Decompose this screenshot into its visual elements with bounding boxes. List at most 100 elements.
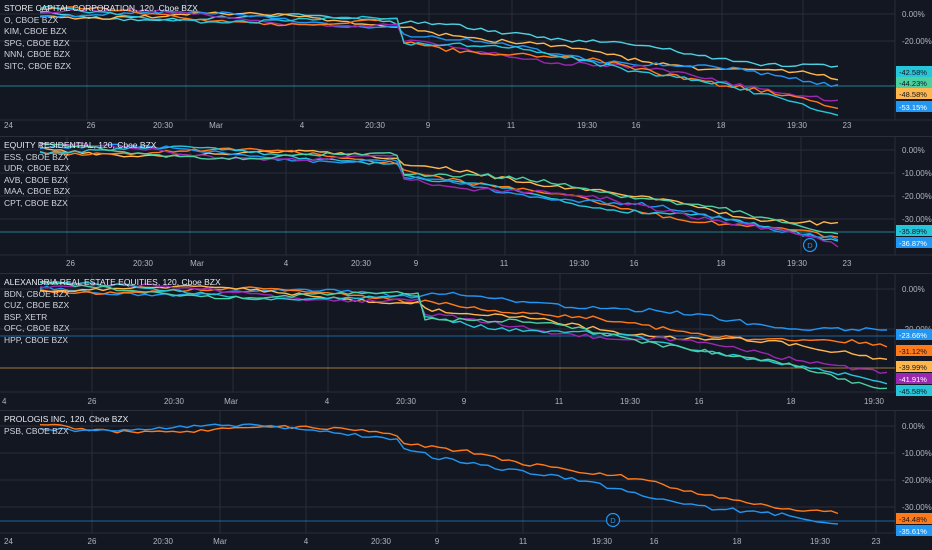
series-line[interactable] [39,280,888,390]
y-axis-label: -30.00% [902,215,932,224]
x-axis-label: 4 [2,397,7,406]
series-line[interactable] [39,147,839,238]
x-axis-label: 26 [88,537,97,546]
dividend-event-label: D [610,516,616,525]
pane-1-main-symbol[interactable]: STORE CAPITAL CORPORATION, 120, Cboe BZX [4,3,198,13]
x-axis-label: Mar [213,537,227,546]
pane-1-symbol-o[interactable]: O, CBOE BZX [4,14,59,25]
chart-pane-store-capital[interactable]: 0.00% -20.00% -42.58% -44.23% -48.58% -53.15%… [0,0,932,136]
y-axis-label: 0.00% [902,146,925,155]
price-badge-label: -35.89% [899,227,927,236]
price-badge [896,361,932,372]
x-axis-label: 20:30 [164,397,185,406]
x-axis-label: 19:30 [810,537,831,546]
series-line[interactable] [39,284,888,360]
series-line[interactable] [39,423,839,525]
series-line[interactable] [39,10,839,68]
y-axis-label: -20.00% [902,192,932,201]
pane-2-symbol-ess[interactable]: ESS, CBOE BZX [4,151,69,162]
series-line[interactable] [39,280,888,385]
series-line[interactable] [39,146,839,226]
pane-4-symbol-psb[interactable]: PSB, CBOE BZX [4,425,69,436]
pane-3-symbol-cuz[interactable]: CUZ, CBOE BZX [4,300,70,310]
price-badge-label: -42.58% [899,68,927,77]
x-axis-label: 16 [650,537,659,546]
price-badge [896,513,932,524]
series-line[interactable] [39,143,839,241]
pane-2-symbol-avb[interactable]: AVB, CBOE BZX [4,174,69,185]
x-axis-label: 9 [426,121,431,130]
pane-1-symbol-spg[interactable]: SPG, CBOE BZX [4,37,70,48]
series-line[interactable] [39,423,839,515]
x-axis-label: 20:30 [133,259,154,268]
y-axis-label: -10.00% [902,449,932,458]
chart-pane-prologis[interactable]: 0.00% -10.00% -20.00% -30.00% -34.48% -35.61%… [0,411,932,550]
series-line[interactable] [39,5,839,116]
dividend-event-marker[interactable] [605,512,621,528]
pane-2-main-symbol[interactable]: EQUITY RESIDENTIAL, 120, Cboe BZX [4,140,157,150]
pane-divider[interactable] [0,273,932,274]
pane-2-chart-svg[interactable]: 0.00% -10.00% -20.00% -30.00% -35.89% -36.87%… [0,137,932,273]
x-axis-label: Mar [209,121,223,130]
x-axis-label: 20:30 [396,397,417,406]
series-line[interactable] [39,145,839,242]
price-badge [896,225,932,236]
price-badge-label: -34.48% [899,515,927,524]
series-line[interactable] [39,142,839,235]
price-badge [896,385,932,396]
pane-4-chart-svg[interactable]: 0.00% -10.00% -20.00% -30.00% -34.48% -35.61%… [0,411,932,550]
pane-3-chart-svg[interactable]: 0.00%-20.00%-23.66%-31.12%-39.99%-41.91%… [0,274,932,410]
price-badge-label: -53.15% [899,103,927,112]
x-axis-label: 4 [300,121,305,130]
x-axis-label: 9 [435,537,440,546]
x-axis-label: 19:30 [864,397,885,406]
series-line[interactable] [39,9,839,88]
y-axis-label: -10.00% [902,169,932,178]
pane-1-chart-svg[interactable]: 0.00% -20.00% -42.58% -44.23% -48.58% -53.15%… [0,0,932,136]
x-axis-label: 20:30 [153,537,174,546]
x-axis-label: 11 [507,121,516,130]
x-axis-label: 16 [632,121,641,130]
x-axis-label: 18 [717,259,726,268]
pane-2-symbol-maa[interactable]: MAA, CBOE BZX [4,186,71,196]
pane-3-symbol-hpp[interactable]: HPP, CBOE BZX [4,334,69,345]
pane-1-symbol-sitc[interactable]: SITC, CBOE BZX [4,60,72,71]
series-line[interactable] [39,11,839,81]
x-axis-label: Mar [224,397,238,406]
x-axis-label: 26 [66,259,75,268]
pane-2-symbol-udr[interactable]: UDR, CBOE BZX [4,163,71,173]
price-badge [896,237,932,248]
price-badge-label: -23.66% [899,331,927,340]
series-line[interactable] [39,285,888,332]
pane-1-symbol-kim[interactable]: KIM, CBOE BZX [4,26,67,36]
pane-divider[interactable] [0,136,932,137]
pane-2-symbol-cpt[interactable]: CPT, CBOE BZX [4,197,68,208]
y-axis-label: 0.00% [902,285,925,294]
pane-4-main-symbol[interactable]: PROLOGIS INC, 120, Cboe BZX [4,414,129,424]
x-axis-label: 23 [872,537,881,546]
x-axis-label: 19:30 [569,259,590,268]
dividend-event-marker[interactable] [802,237,818,253]
pane-3-symbol-bdn[interactable]: BDN, CBOE BZX [4,288,70,299]
price-badge-label: -44.23% [899,79,927,88]
y-axis-label: -30.00% [902,503,932,512]
pane-3-symbol-ofc[interactable]: OFC, CBOE BZX [4,323,70,333]
pane-1-symbol-nnn[interactable]: NNN, CBOE BZX [4,49,71,59]
price-badge [896,345,932,356]
price-badge [896,329,932,340]
price-badge [896,373,932,384]
y-axis-label: 0.00% [902,10,925,19]
chart-pane-equity-residential[interactable]: 0.00% -10.00% -20.00% -30.00% -35.89% -36.87%… [0,137,932,273]
x-axis-label: 9 [462,397,467,406]
pane-2-legend: EQUITY RESIDENTIAL, 120, Cboe BZX ESS, C… [4,140,156,209]
pane-4-legend: PROLOGIS INC, 120, Cboe BZX PSB, CBOE BZ… [4,414,128,437]
series-line[interactable] [39,6,839,110]
price-badge [896,77,932,88]
x-axis-label: 9 [414,259,419,268]
pane-divider[interactable] [0,410,932,411]
series-line[interactable] [39,142,839,248]
x-axis-label: 20:30 [351,259,372,268]
chart-pane-alexandria[interactable]: 0.00%-20.00%-23.66%-31.12%-39.99%-41.91%… [0,274,932,410]
pane-3-main-symbol[interactable]: ALEXANDRIA REAL ESTATE EQUITIES, 120, Cb… [4,277,221,287]
pane-3-symbol-bsp[interactable]: BSP, XETR [4,311,48,322]
